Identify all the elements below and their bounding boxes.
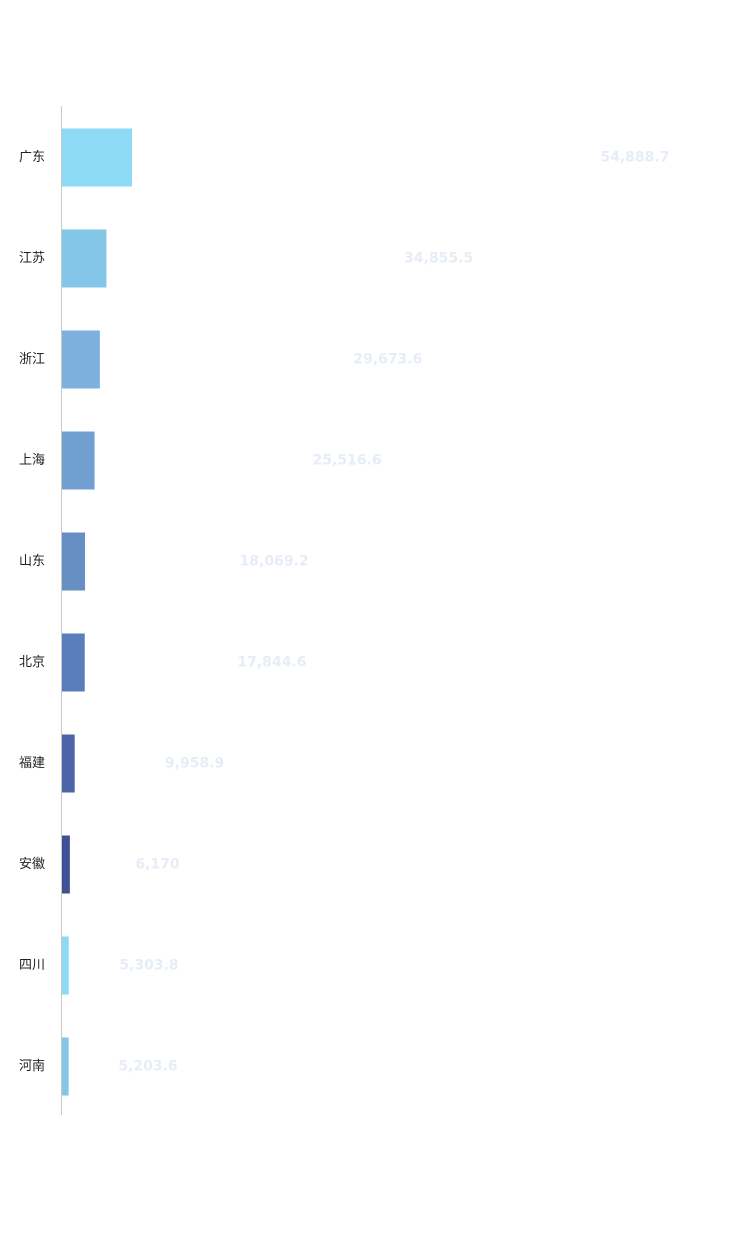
category-label: 北京 [19, 655, 45, 670]
value-label: 6,170 [135, 857, 180, 873]
category-label: 广东 [19, 150, 45, 165]
bar [62, 936, 69, 995]
bar [62, 431, 95, 490]
value-label: 54,888.7 [600, 150, 669, 166]
bar [62, 734, 75, 793]
bar [62, 532, 86, 591]
category-label: 安徽 [19, 857, 45, 872]
category-label: 江苏 [19, 250, 45, 266]
category-label: 河南 [19, 1058, 45, 1074]
category-label: 福建 [19, 756, 45, 771]
value-label: 17,844.6 [237, 655, 306, 671]
value-label: 34,855.5 [404, 251, 473, 267]
bar [62, 229, 107, 288]
bar [62, 128, 132, 187]
bar [62, 330, 100, 389]
bar [62, 835, 70, 894]
category-label: 四川 [19, 958, 45, 973]
value-label: 18,069.2 [240, 554, 309, 570]
value-label: 5,303.8 [119, 958, 178, 974]
category-label: 上海 [19, 453, 45, 468]
value-label: 25,516.6 [313, 453, 382, 469]
value-label: 9,958.9 [165, 756, 224, 772]
category-label: 山东 [19, 554, 45, 569]
bar [62, 1037, 69, 1096]
value-label: 29,673.6 [353, 352, 422, 368]
bar [62, 633, 85, 692]
value-label: 5,203.6 [118, 1059, 177, 1075]
category-label: 浙江 [19, 352, 45, 367]
